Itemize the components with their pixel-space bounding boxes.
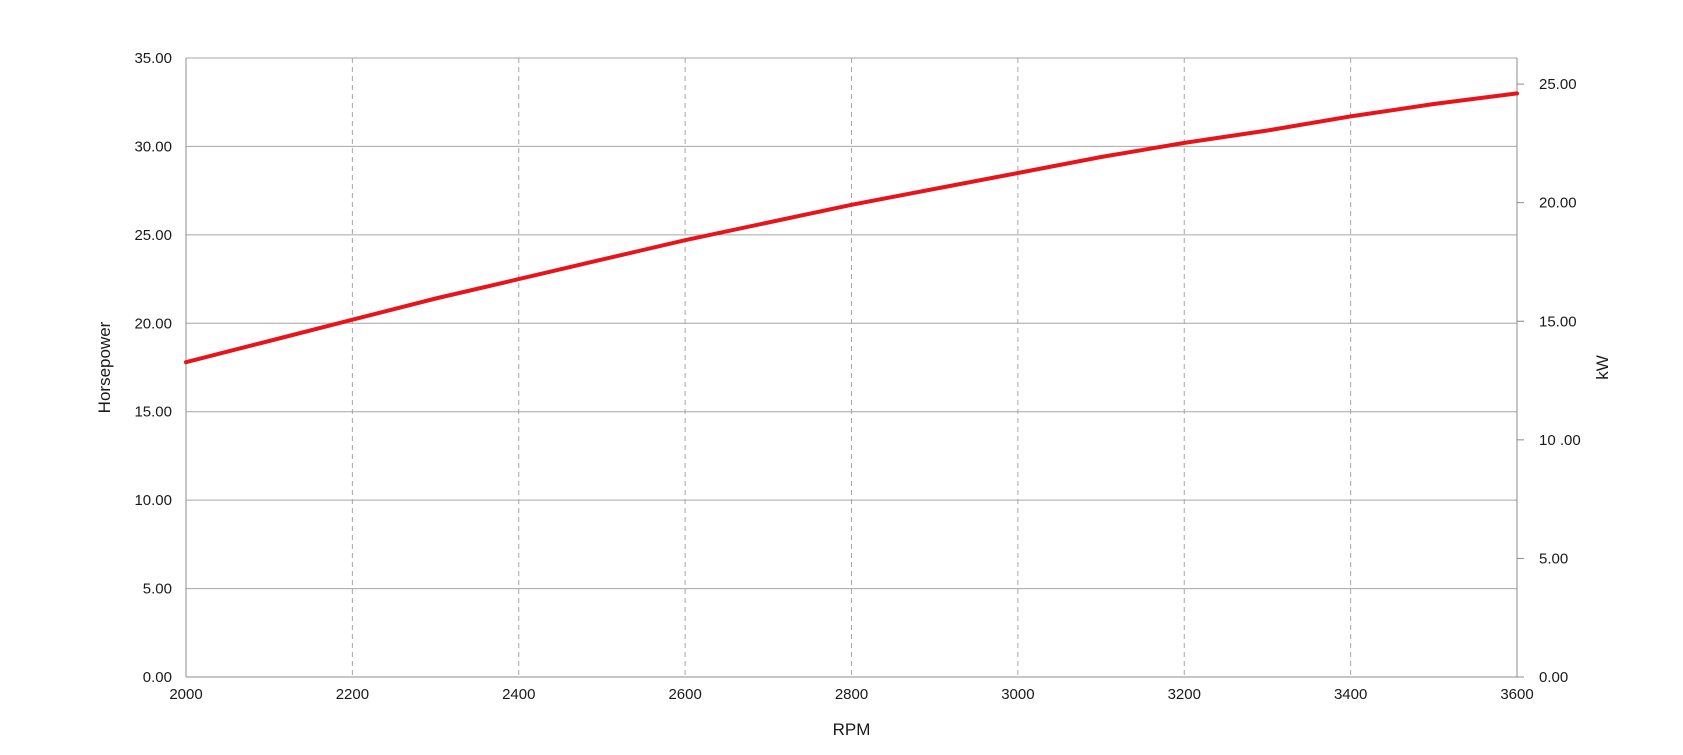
x-tick-label: 3600 bbox=[1500, 686, 1533, 703]
series-layer bbox=[184, 91, 1519, 365]
y2-axis-title: kW bbox=[1593, 355, 1612, 380]
y2-tick-label: 10 .00 bbox=[1539, 432, 1581, 449]
x-tick-label: 2400 bbox=[502, 686, 535, 703]
y-tick-label: 20.00 bbox=[134, 315, 172, 332]
x-axis-title: RPM bbox=[833, 720, 871, 739]
y-tick-label: 35.00 bbox=[134, 50, 172, 67]
y-axis-title: Horsepower bbox=[95, 321, 114, 413]
x-tick-label: 2200 bbox=[336, 686, 369, 703]
tick-labels: 0.00 5.00 10.00 15.00 20.00 25.00 30.00 35.00 20… bbox=[134, 50, 1580, 703]
grid bbox=[186, 57, 1517, 677]
y2-tick-label: 0.00 bbox=[1539, 669, 1568, 686]
x-tick-label: 2000 bbox=[169, 686, 202, 703]
y-tick-label: 15.00 bbox=[134, 404, 172, 421]
y2-tick-label: 25.00 bbox=[1539, 76, 1577, 93]
y-tick-label: 5.00 bbox=[143, 581, 172, 598]
y-tick-label: 25.00 bbox=[134, 227, 172, 244]
x-tick-label: 3000 bbox=[1001, 686, 1034, 703]
y-tick-label: 10.00 bbox=[134, 492, 172, 509]
x-tick-label: 3400 bbox=[1334, 686, 1367, 703]
y2-tick-label: 5.00 bbox=[1539, 550, 1568, 567]
y2-tick-label: 20.00 bbox=[1539, 195, 1577, 212]
y2-tick-label: 15.00 bbox=[1539, 313, 1577, 330]
axes bbox=[185, 58, 1524, 678]
x-tick-label: 2600 bbox=[668, 686, 701, 703]
x-tick-label: 3200 bbox=[1168, 686, 1201, 703]
series-line bbox=[184, 91, 1519, 365]
y-tick-label: 30.00 bbox=[134, 138, 172, 155]
y-tick-label: 0.00 bbox=[143, 669, 172, 686]
x-tick-label: 2800 bbox=[835, 686, 868, 703]
